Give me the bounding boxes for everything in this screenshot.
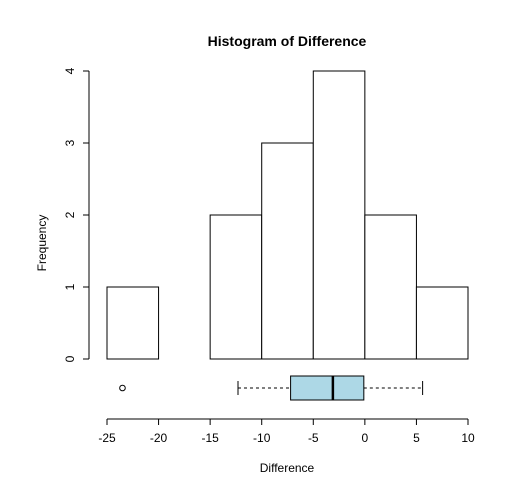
boxplot-outlier-0 bbox=[119, 384, 126, 392]
y-tick-label-1: 1 bbox=[63, 283, 77, 290]
x-tick-label-5: 0 bbox=[362, 431, 369, 445]
y-axis-label: Frequency bbox=[35, 215, 49, 272]
y-tick-label-0: 0 bbox=[63, 355, 77, 362]
x-tick-label-4: -5 bbox=[308, 431, 319, 445]
histogram-bar-2 bbox=[209, 214, 263, 360]
histogram-bar-0 bbox=[106, 286, 160, 360]
y-tick-label-3: 3 bbox=[63, 139, 77, 146]
x-tick-label-6: 5 bbox=[413, 431, 420, 445]
x-tick-label-3: -10 bbox=[253, 431, 271, 445]
histogram-bar-5 bbox=[364, 214, 417, 360]
y-axis: 0 1 2 3 4 bbox=[63, 67, 90, 362]
x-tick-label-0: -25 bbox=[98, 431, 116, 445]
histogram-bar-3 bbox=[261, 142, 314, 360]
x-tick-label-7: 10 bbox=[461, 431, 475, 445]
y-tick-label-4: 4 bbox=[63, 67, 77, 74]
y-tick-label-2: 2 bbox=[63, 211, 77, 218]
x-axis: -25 -20 -15 -10 -5 0 5 10 bbox=[98, 418, 475, 445]
x-tick-label-2: -15 bbox=[201, 431, 219, 445]
x-axis-label: Difference bbox=[260, 461, 315, 475]
chart-title: Histogram of Difference bbox=[208, 33, 367, 49]
x-tick-label-1: -20 bbox=[150, 431, 168, 445]
histogram-bar-4 bbox=[312, 70, 366, 360]
boxplot bbox=[119, 375, 424, 401]
histogram-bars bbox=[106, 70, 469, 360]
boxplot-box bbox=[290, 375, 365, 401]
histogram-bar-6 bbox=[415, 286, 469, 360]
